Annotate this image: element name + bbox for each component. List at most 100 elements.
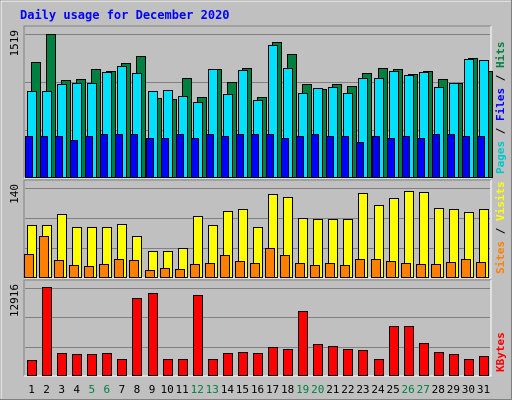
day-label-13: 13 [206,383,219,396]
legend-part: Files [494,88,507,121]
bar-kbytes-day-5 [87,354,97,376]
day-label-25: 25 [386,383,399,396]
bar-sites-day-4 [69,265,79,278]
bar-sites-day-9 [145,270,155,278]
bar-kbytes-day-30 [464,359,474,376]
bar-kbytes-day-31 [479,356,489,376]
bar-kbytes-day-3 [57,353,67,376]
panel-legend-label: Sites / Visits [494,181,507,274]
bar-sites-day-3 [54,260,64,278]
bar-pages-day-13 [206,134,214,178]
bar-kbytes-day-9 [148,293,158,376]
bar-pages-day-6 [100,134,108,178]
bar-sites-day-5 [84,266,94,278]
bar-sites-day-12 [190,264,200,278]
day-label-26: 26 [402,383,415,396]
bar-kbytes-day-25 [389,326,399,376]
bar-sites-day-28 [431,264,441,278]
panel-border-dark [23,279,491,376]
day-label-30: 30 [462,383,475,396]
bar-kbytes-day-6 [102,353,112,376]
bar-pages-day-20 [311,134,319,178]
bar-kbytes-day-14 [223,353,233,376]
day-label-3: 3 [58,383,65,396]
bar-pages-day-12 [191,138,199,178]
bar-sites-day-11 [175,269,185,278]
bar-sites-day-29 [446,262,456,278]
day-label-15: 15 [236,383,249,396]
day-label-6: 6 [104,383,111,396]
bar-pages-day-28 [432,134,440,178]
bar-sites-day-10 [160,268,170,278]
panel-legend-label: Pages / Files / Hits [494,42,507,175]
bar-pages-day-2 [40,136,48,178]
bar-kbytes-day-17 [268,347,278,376]
bar-pages-day-25 [387,138,395,178]
bar-sites-day-31 [476,262,486,278]
day-label-7: 7 [119,383,126,396]
bar-kbytes-day-2 [42,287,52,376]
bar-pages-day-31 [477,136,485,178]
day-label-21: 21 [326,383,339,396]
bar-pages-day-10 [161,138,169,178]
day-label-14: 14 [221,383,235,396]
bar-sites-day-13 [205,263,215,278]
bar-kbytes-day-16 [253,353,263,376]
bar-pages-day-24 [372,136,380,178]
bar-pages-day-16 [251,134,259,178]
bar-pages-day-11 [176,134,184,178]
bar-pages-day-4 [70,140,78,178]
panel-legend-label: KBytes [494,332,507,372]
bar-pages-day-19 [296,136,304,178]
bar-pages-day-5 [85,136,93,178]
bar-pages-day-22 [341,136,349,178]
panel-kbytes: 12916 KBytes [8,279,507,377]
day-label-8: 8 [134,383,141,396]
bar-kbytes-day-23 [358,350,368,376]
panel-max-label: 140 [8,184,21,204]
legend-part: Visits [494,181,507,221]
bar-kbytes-day-1 [27,360,37,376]
day-label-23: 23 [356,383,369,396]
panel-border-dark [23,179,491,278]
day-label-16: 16 [251,383,264,396]
legend-part: KBytes [494,332,507,372]
bar-pages-day-17 [266,134,274,178]
bar-kbytes-day-18 [283,349,293,376]
day-label-27: 27 [417,383,430,396]
day-label-5: 5 [88,383,95,396]
bar-sites-day-8 [129,260,139,278]
bar-kbytes-day-26 [404,326,414,376]
bar-pages-day-7 [115,134,123,178]
bar-pages-day-1 [25,136,33,178]
bar-kbytes-day-29 [449,354,459,376]
bar-kbytes-day-22 [343,349,353,376]
day-label-22: 22 [341,383,354,396]
bar-sites-day-2 [39,236,49,278]
bar-sites-day-6 [99,264,109,278]
bar-kbytes-day-12 [193,295,203,376]
day-label-1: 1 [28,383,35,396]
bar-pages-day-14 [221,136,229,178]
day-label-24: 24 [371,383,385,396]
day-label-9: 9 [149,383,156,396]
day-label-18: 18 [281,383,294,396]
bar-kbytes-day-28 [434,352,444,376]
day-label-20: 20 [311,383,324,396]
bar-sites-day-26 [401,263,411,278]
bar-sites-day-25 [386,261,396,278]
day-label-19: 19 [296,383,309,396]
bar-kbytes-day-13 [208,359,218,376]
day-label-29: 29 [447,383,460,396]
bar-sites-day-18 [280,255,290,278]
bar-sites-day-21 [325,263,335,278]
day-label-12: 12 [191,383,204,396]
bar-sites-day-7 [114,259,124,278]
day-label-11: 11 [176,383,189,396]
bar-sites-day-27 [416,264,426,278]
day-label-2: 2 [43,383,50,396]
legend-part: / [494,68,507,88]
